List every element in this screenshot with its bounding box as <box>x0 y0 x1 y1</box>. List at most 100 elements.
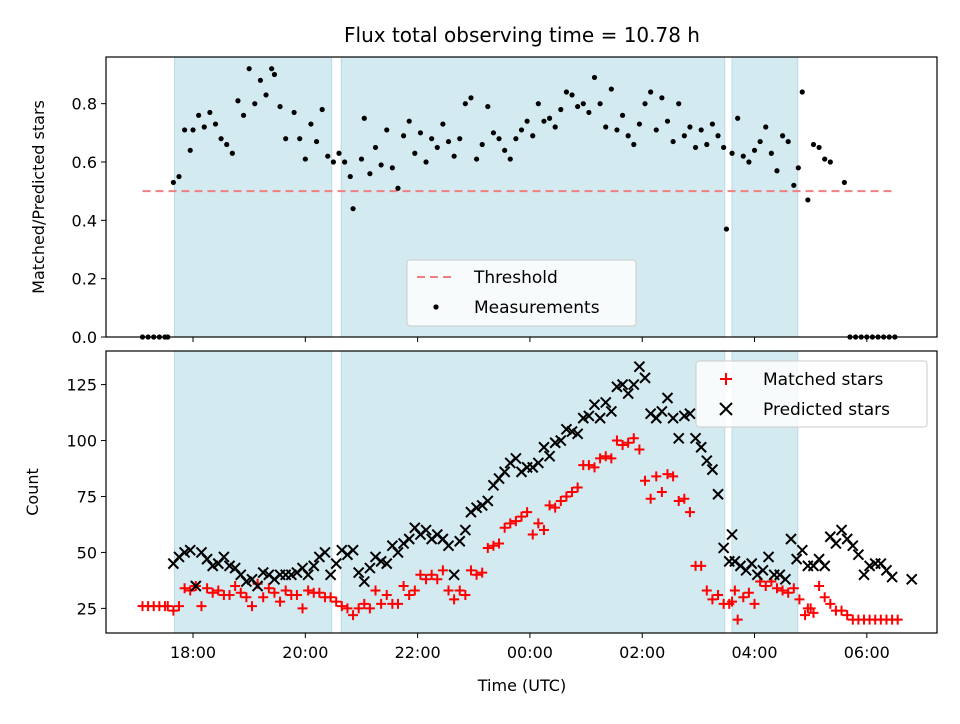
observing-interval <box>340 350 726 634</box>
measurement-point <box>330 159 337 165</box>
measurement-point <box>502 147 508 153</box>
measurement-point <box>196 112 202 118</box>
x-tick-label: 18:00 <box>170 643 216 662</box>
matched-star-point <box>760 581 771 591</box>
x-tick-label: 20:00 <box>282 643 328 662</box>
chart-title: Flux total observing time = 10.78 h <box>344 23 700 47</box>
matched-star-point <box>185 585 196 596</box>
measurement-point <box>170 179 176 186</box>
measurement-point <box>603 124 609 130</box>
measurement-point <box>347 173 353 180</box>
matched-star-point <box>561 491 572 502</box>
measurement-point <box>659 95 665 101</box>
x-tick-label: 04:00 <box>731 643 777 662</box>
bottom-panel-counts: 25 50 75 100 125 18:00 20:00 22:00 00:00 02:00 04:… <box>66 350 938 662</box>
matched-star-point <box>783 587 794 598</box>
matched-star-point <box>825 598 836 609</box>
measurement-point <box>704 141 710 148</box>
matched-star-point <box>836 605 847 616</box>
predicted-star-point <box>656 405 668 418</box>
measurement-point <box>257 77 264 83</box>
measurement-point <box>473 156 480 162</box>
measurement-point <box>795 165 801 171</box>
matched-star-point <box>202 583 213 594</box>
measurement-point <box>642 101 648 107</box>
measurement-point <box>212 121 219 127</box>
matched-star-point <box>421 574 432 585</box>
measurement-point <box>269 66 275 72</box>
measurement-point <box>709 121 716 127</box>
predicted-star-point <box>757 564 769 577</box>
predicted-star-point <box>184 544 196 556</box>
predicted-star-point <box>616 378 629 391</box>
predicted-star-point <box>324 569 337 581</box>
measurement-point <box>406 118 412 124</box>
matched-star-point <box>701 585 712 596</box>
predicted-star-point <box>352 566 365 579</box>
measurement-point <box>277 103 283 110</box>
matched-star-point <box>426 569 437 580</box>
predicted-star-point <box>726 528 738 541</box>
measurement-point <box>715 133 721 139</box>
measurement-point <box>313 138 320 145</box>
measurement-point <box>552 124 558 130</box>
predicted-star-point <box>319 546 331 559</box>
axes-frame <box>105 56 938 338</box>
matched-star-point <box>651 471 662 482</box>
x-axis-label: Time (UTC) <box>477 676 566 695</box>
x-tick-label: 22:00 <box>395 643 441 662</box>
measurement-point <box>751 147 758 153</box>
matched-star-point <box>404 589 415 600</box>
measurement-point <box>625 133 631 139</box>
x-tick-label: 02:00 <box>619 643 665 662</box>
measurement-point <box>619 112 626 118</box>
matched-star-point <box>510 516 521 527</box>
observing-interval <box>731 56 799 338</box>
measurement-point <box>496 136 502 142</box>
predicted-star-point <box>886 571 898 583</box>
matched-star-point <box>348 610 359 621</box>
matched-star-point <box>749 598 760 609</box>
measurement-point <box>768 150 774 156</box>
matched-star-point <box>595 453 606 464</box>
matched-star-point <box>331 596 342 607</box>
measurement-point <box>190 127 196 133</box>
predicted-star-point <box>538 441 550 453</box>
matched-star-point <box>640 475 651 486</box>
legend-measurements-label: Measurements <box>474 298 600 318</box>
measurement-point <box>263 92 269 98</box>
matched-star-point <box>516 511 527 522</box>
predicted-star-point <box>689 432 702 444</box>
predicted-star-point <box>858 569 870 581</box>
predicted-star-point <box>403 533 415 545</box>
predicted-star-point <box>459 524 472 536</box>
matched-star-point <box>800 610 811 621</box>
matched-star-point <box>303 585 314 596</box>
matched-star-point <box>743 587 754 598</box>
measurement-point <box>182 127 188 133</box>
predicted-star-point <box>852 548 865 561</box>
matched-star-point <box>623 437 634 448</box>
matched-star-point <box>196 601 207 612</box>
predicted-star-point <box>330 557 342 570</box>
matched-star-point <box>398 581 409 591</box>
measurement-point <box>746 159 752 165</box>
predicted-star-point <box>583 410 595 422</box>
x-tick-label: 00:00 <box>507 643 553 662</box>
predicted-star-point <box>706 463 719 476</box>
measurement-point <box>779 133 786 139</box>
predicted-star-point <box>830 537 842 550</box>
measurement-point <box>367 171 373 177</box>
predicted-star-point <box>661 392 674 404</box>
matched-star-point <box>437 565 448 576</box>
measurement-point <box>207 109 213 116</box>
predicted-star-point <box>701 454 713 467</box>
measurement-point <box>372 144 379 151</box>
measurement-point <box>816 144 822 151</box>
measurement-point <box>457 136 463 142</box>
measurement-point <box>291 109 297 116</box>
measurement-point <box>224 141 230 148</box>
measurement-point <box>302 156 308 162</box>
measurement-point <box>614 127 620 133</box>
